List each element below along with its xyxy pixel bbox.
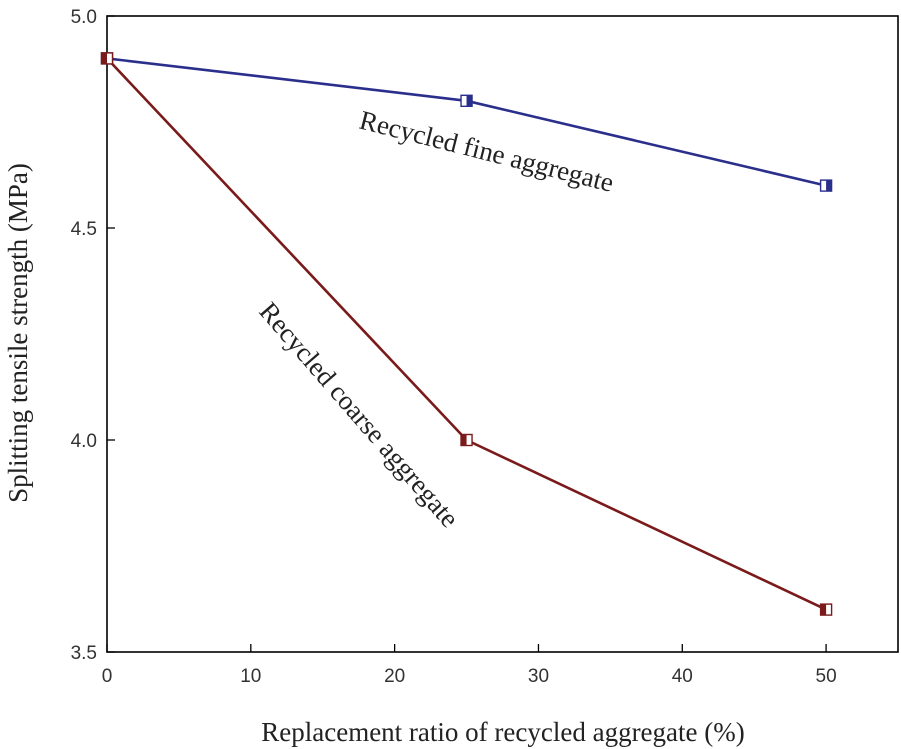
data-point [819,603,833,616]
data-point [819,179,833,192]
y-tick-label: 4.0 [71,431,97,452]
y-tick-label: 4.5 [71,219,97,240]
x-tick-label: 10 [240,666,261,687]
series-markers [100,52,833,616]
y-axis-title: Splitting tensile strength (MPa) [3,163,33,503]
x-tick-label: 50 [816,666,837,687]
data-point [460,94,473,108]
x-axis-title: Replacement ratio of recycled aggregate … [261,717,744,747]
x-tick-label: 20 [384,666,405,687]
series-line-fine [106,57,827,187]
data-point [460,433,473,447]
y-tick-label: 3.5 [71,643,97,664]
x-tick-label: 0 [102,666,113,687]
data-point [100,52,114,65]
x-tick-label: 40 [672,666,693,687]
x-tick-label: 30 [528,666,549,687]
plot-frame [106,15,899,653]
series-label-fine: Recycled fine aggregate [357,105,617,198]
axis-ticks: 0 10 20 30 40 50 3.5 4.0 4.5 5.0 [71,7,837,687]
y-tick-label: 5.0 [71,7,97,28]
series-label-coarse: Recycled coarse aggregate [253,296,464,533]
